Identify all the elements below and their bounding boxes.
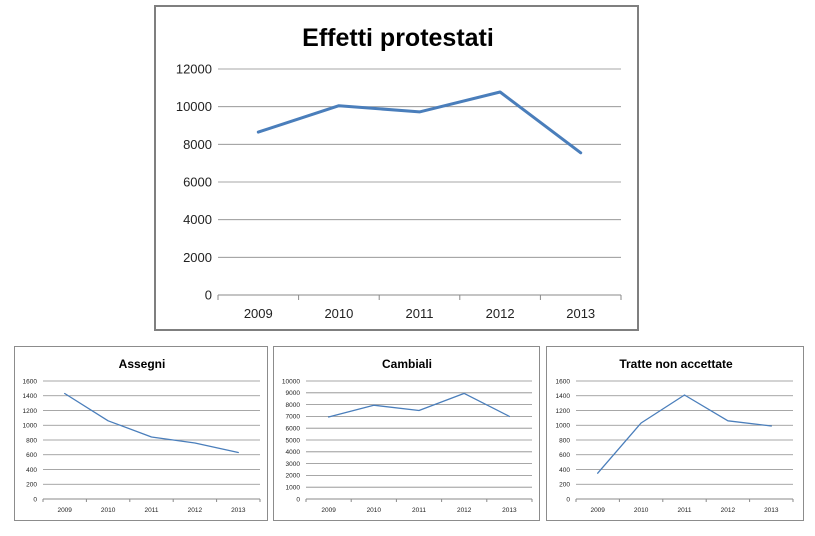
y-tick-label: 1600 <box>23 378 38 385</box>
x-tick-label: 2009 <box>244 306 273 321</box>
chart-title: Effetti protestati <box>302 24 494 52</box>
chart-svg-tratte-non-accettate: Tratte non accettate 0 200 400 600 800 1000 12… <box>556 357 794 514</box>
x-tick-label: 2012 <box>486 306 515 321</box>
y-tick-label: 6000 <box>286 425 301 432</box>
y-tick-label: 0 <box>33 496 37 503</box>
series-line <box>597 394 772 474</box>
chart-title: Assegni <box>119 357 166 371</box>
y-tick-label: 1200 <box>556 408 571 415</box>
y-tick-label: 3000 <box>286 461 301 468</box>
x-tick-label: 2010 <box>324 306 353 321</box>
y-tick-label: 1000 <box>286 484 301 491</box>
y-tick-label: 10000 <box>176 99 212 114</box>
y-tick-label: 1000 <box>23 423 38 430</box>
x-tick-label: 2012 <box>721 507 736 514</box>
chart-effetti-protestati: Effetti protestati 0 2000 4000 6000 8000 1000… <box>154 5 639 331</box>
y-tick-label: 1600 <box>556 378 571 385</box>
x-tick-label: 2013 <box>566 306 595 321</box>
y-tick-label: 8000 <box>286 402 301 409</box>
y-tick-label: 8000 <box>183 137 212 152</box>
x-tick-label: 2009 <box>57 507 72 514</box>
y-tick-label: 6000 <box>183 175 212 190</box>
y-tick-label: 400 <box>559 467 570 474</box>
chart-svg-cambiali: Cambiali 0 1000 2000 3000 4000 5000 6000 7000 80… <box>282 357 533 514</box>
y-tick-label: 10000 <box>282 378 300 385</box>
y-tick-label: 9000 <box>286 390 301 397</box>
y-tick-label: 4000 <box>286 449 301 456</box>
y-tick-label: 4000 <box>183 212 212 227</box>
x-tick-label: 2010 <box>101 507 116 514</box>
y-tick-label: 800 <box>26 437 37 444</box>
x-tick-label: 2012 <box>457 507 472 514</box>
series-line <box>64 392 239 454</box>
y-tick-label: 2000 <box>286 473 301 480</box>
series-line <box>256 90 583 155</box>
chart-svg-effetti-protestati: Effetti protestati 0 2000 4000 6000 8000 1000… <box>176 24 622 321</box>
y-tick-label: 400 <box>26 467 37 474</box>
y-tick-label: 800 <box>559 437 570 444</box>
x-tick-label: 2013 <box>231 507 246 514</box>
y-tick-label: 12000 <box>176 62 212 77</box>
y-tick-label: 1400 <box>23 393 38 400</box>
x-tick-label: 2011 <box>145 507 159 514</box>
y-tick-label: 200 <box>559 482 570 489</box>
x-tick-label: 2009 <box>321 507 336 514</box>
y-tick-label: 1000 <box>556 423 571 430</box>
y-tick-label: 1200 <box>23 408 38 415</box>
x-tick-label: 2009 <box>590 507 605 514</box>
y-tick-label: 600 <box>559 452 570 459</box>
chart-cambiali: Cambiali 0 1000 2000 3000 4000 5000 6000 7000 80… <box>273 346 540 521</box>
x-tick-label: 2010 <box>634 507 649 514</box>
chart-svg-assegni: Assegni 0 200 400 600 800 1000 1200 1400 1600 200… <box>23 357 261 514</box>
y-tick-label: 5000 <box>286 437 301 444</box>
x-tick-label: 2011 <box>406 306 434 321</box>
x-tick-label: 2012 <box>188 507 203 514</box>
y-tick-label: 0 <box>205 288 212 303</box>
chart-tratte-non-accettate: Tratte non accettate 0 200 400 600 800 1000 12… <box>546 346 804 521</box>
y-tick-label: 0 <box>296 496 300 503</box>
chart-title: Cambiali <box>382 357 432 371</box>
x-tick-label: 2013 <box>764 507 779 514</box>
x-tick-label: 2013 <box>502 507 517 514</box>
y-tick-label: 0 <box>566 496 570 503</box>
x-tick-label: 2010 <box>367 507 382 514</box>
x-tick-label: 2011 <box>412 507 426 514</box>
y-tick-label: 2000 <box>183 250 212 265</box>
y-tick-label: 200 <box>26 482 37 489</box>
chart-assegni: Assegni 0 200 400 600 800 1000 1200 1400 1600 200… <box>14 346 268 521</box>
chart-title: Tratte non accettate <box>619 357 733 371</box>
y-tick-label: 600 <box>26 452 37 459</box>
x-tick-label: 2011 <box>678 507 692 514</box>
y-tick-label: 1400 <box>556 393 571 400</box>
series-line <box>327 392 511 418</box>
y-tick-label: 7000 <box>286 414 301 421</box>
